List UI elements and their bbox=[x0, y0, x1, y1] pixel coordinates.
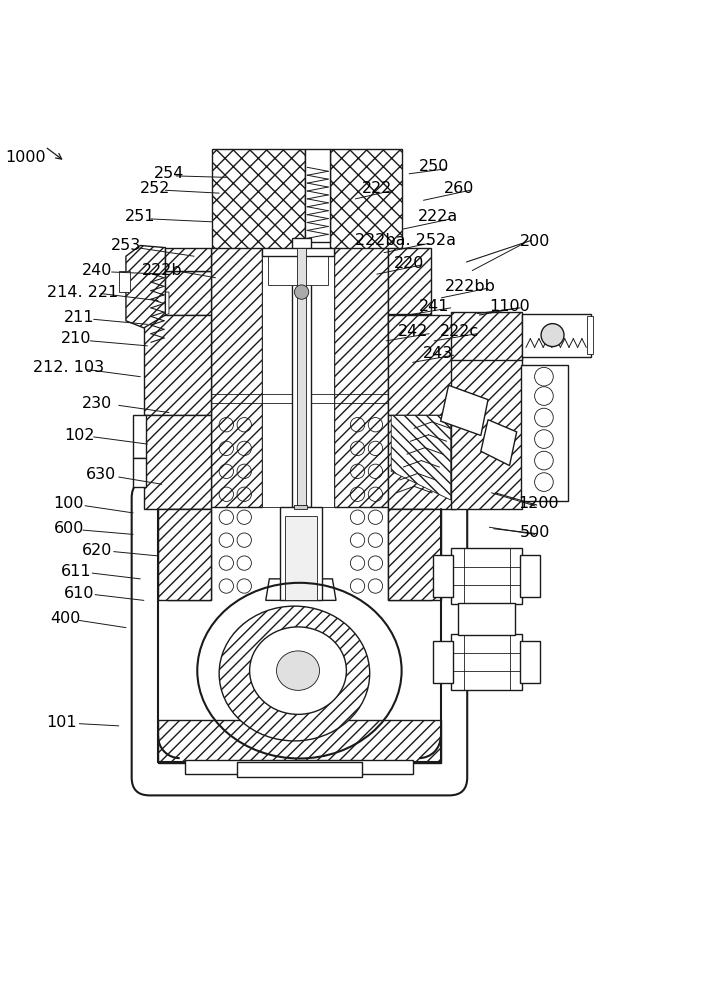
Bar bbox=[133, 415, 146, 458]
Circle shape bbox=[541, 324, 564, 347]
Bar bbox=[268, 256, 328, 285]
Bar bbox=[433, 555, 453, 597]
Polygon shape bbox=[330, 149, 402, 250]
Polygon shape bbox=[334, 248, 388, 507]
Bar bbox=[521, 365, 568, 501]
Polygon shape bbox=[166, 271, 211, 315]
Ellipse shape bbox=[219, 606, 370, 741]
Polygon shape bbox=[388, 315, 456, 415]
Text: 100: 100 bbox=[53, 496, 83, 511]
Text: 222b: 222b bbox=[142, 263, 182, 278]
Text: 1100: 1100 bbox=[489, 299, 530, 314]
Polygon shape bbox=[391, 415, 451, 500]
Text: 222: 222 bbox=[362, 181, 392, 196]
Text: 1000: 1000 bbox=[5, 150, 46, 165]
Polygon shape bbox=[388, 248, 431, 314]
Text: 253: 253 bbox=[111, 238, 141, 253]
Text: 211: 211 bbox=[64, 310, 94, 325]
Text: 600: 600 bbox=[54, 521, 83, 536]
Polygon shape bbox=[388, 415, 456, 509]
Text: 500: 500 bbox=[519, 525, 550, 540]
Text: 210: 210 bbox=[60, 331, 91, 346]
Bar bbox=[451, 548, 523, 604]
Bar bbox=[458, 603, 515, 635]
Text: 241: 241 bbox=[419, 299, 449, 314]
Text: 222ba. 252a: 222ba. 252a bbox=[355, 233, 456, 248]
Polygon shape bbox=[166, 248, 211, 271]
Bar bbox=[523, 314, 590, 357]
Text: 222a: 222a bbox=[417, 209, 458, 224]
Polygon shape bbox=[144, 415, 211, 509]
Bar bbox=[451, 634, 523, 690]
Text: 260: 260 bbox=[444, 181, 475, 196]
Ellipse shape bbox=[250, 627, 346, 714]
Ellipse shape bbox=[277, 651, 319, 690]
Polygon shape bbox=[162, 292, 169, 315]
Bar bbox=[305, 149, 330, 242]
Bar bbox=[280, 507, 322, 600]
Text: 251: 251 bbox=[125, 209, 155, 224]
Polygon shape bbox=[212, 149, 305, 250]
Text: 254: 254 bbox=[154, 166, 184, 181]
Bar bbox=[119, 271, 129, 292]
Text: 222bb: 222bb bbox=[444, 279, 496, 294]
Polygon shape bbox=[211, 248, 262, 507]
Bar bbox=[433, 641, 453, 683]
Polygon shape bbox=[388, 509, 441, 600]
Text: 630: 630 bbox=[86, 467, 116, 482]
Polygon shape bbox=[441, 385, 488, 435]
Bar bbox=[285, 516, 317, 600]
Text: 400: 400 bbox=[50, 611, 80, 626]
Bar bbox=[262, 248, 334, 507]
Text: 230: 230 bbox=[82, 396, 113, 411]
Polygon shape bbox=[126, 245, 166, 328]
Text: 243: 243 bbox=[423, 346, 453, 361]
Text: 101: 101 bbox=[46, 715, 77, 730]
Text: 252: 252 bbox=[139, 181, 170, 196]
Text: 610: 610 bbox=[64, 586, 94, 601]
Bar bbox=[262, 248, 334, 256]
Bar bbox=[521, 555, 540, 597]
Bar bbox=[521, 641, 540, 683]
Text: 250: 250 bbox=[419, 159, 449, 174]
Text: 240: 240 bbox=[82, 263, 113, 278]
Bar bbox=[293, 238, 311, 507]
Text: 242: 242 bbox=[398, 324, 428, 339]
Bar bbox=[185, 760, 413, 774]
Bar bbox=[295, 505, 307, 509]
Text: 220: 220 bbox=[394, 256, 424, 271]
Polygon shape bbox=[158, 509, 211, 600]
Text: 611: 611 bbox=[60, 564, 91, 579]
Text: 1200: 1200 bbox=[518, 496, 558, 511]
Bar bbox=[133, 458, 146, 487]
Text: 200: 200 bbox=[519, 234, 550, 249]
Polygon shape bbox=[388, 509, 432, 600]
Text: 214. 221: 214. 221 bbox=[47, 285, 118, 300]
Bar bbox=[158, 720, 441, 763]
Polygon shape bbox=[266, 579, 336, 600]
Polygon shape bbox=[144, 315, 211, 415]
Text: 222c: 222c bbox=[440, 324, 479, 339]
Polygon shape bbox=[388, 314, 431, 357]
Text: 102: 102 bbox=[64, 428, 94, 443]
Bar bbox=[297, 248, 306, 505]
Polygon shape bbox=[481, 420, 517, 466]
Text: 212. 103: 212. 103 bbox=[33, 360, 104, 375]
Polygon shape bbox=[451, 312, 523, 360]
Bar bbox=[237, 762, 362, 777]
Circle shape bbox=[295, 285, 309, 299]
Polygon shape bbox=[167, 509, 211, 600]
Text: 620: 620 bbox=[82, 543, 113, 558]
Polygon shape bbox=[451, 357, 523, 509]
Bar bbox=[587, 316, 592, 354]
